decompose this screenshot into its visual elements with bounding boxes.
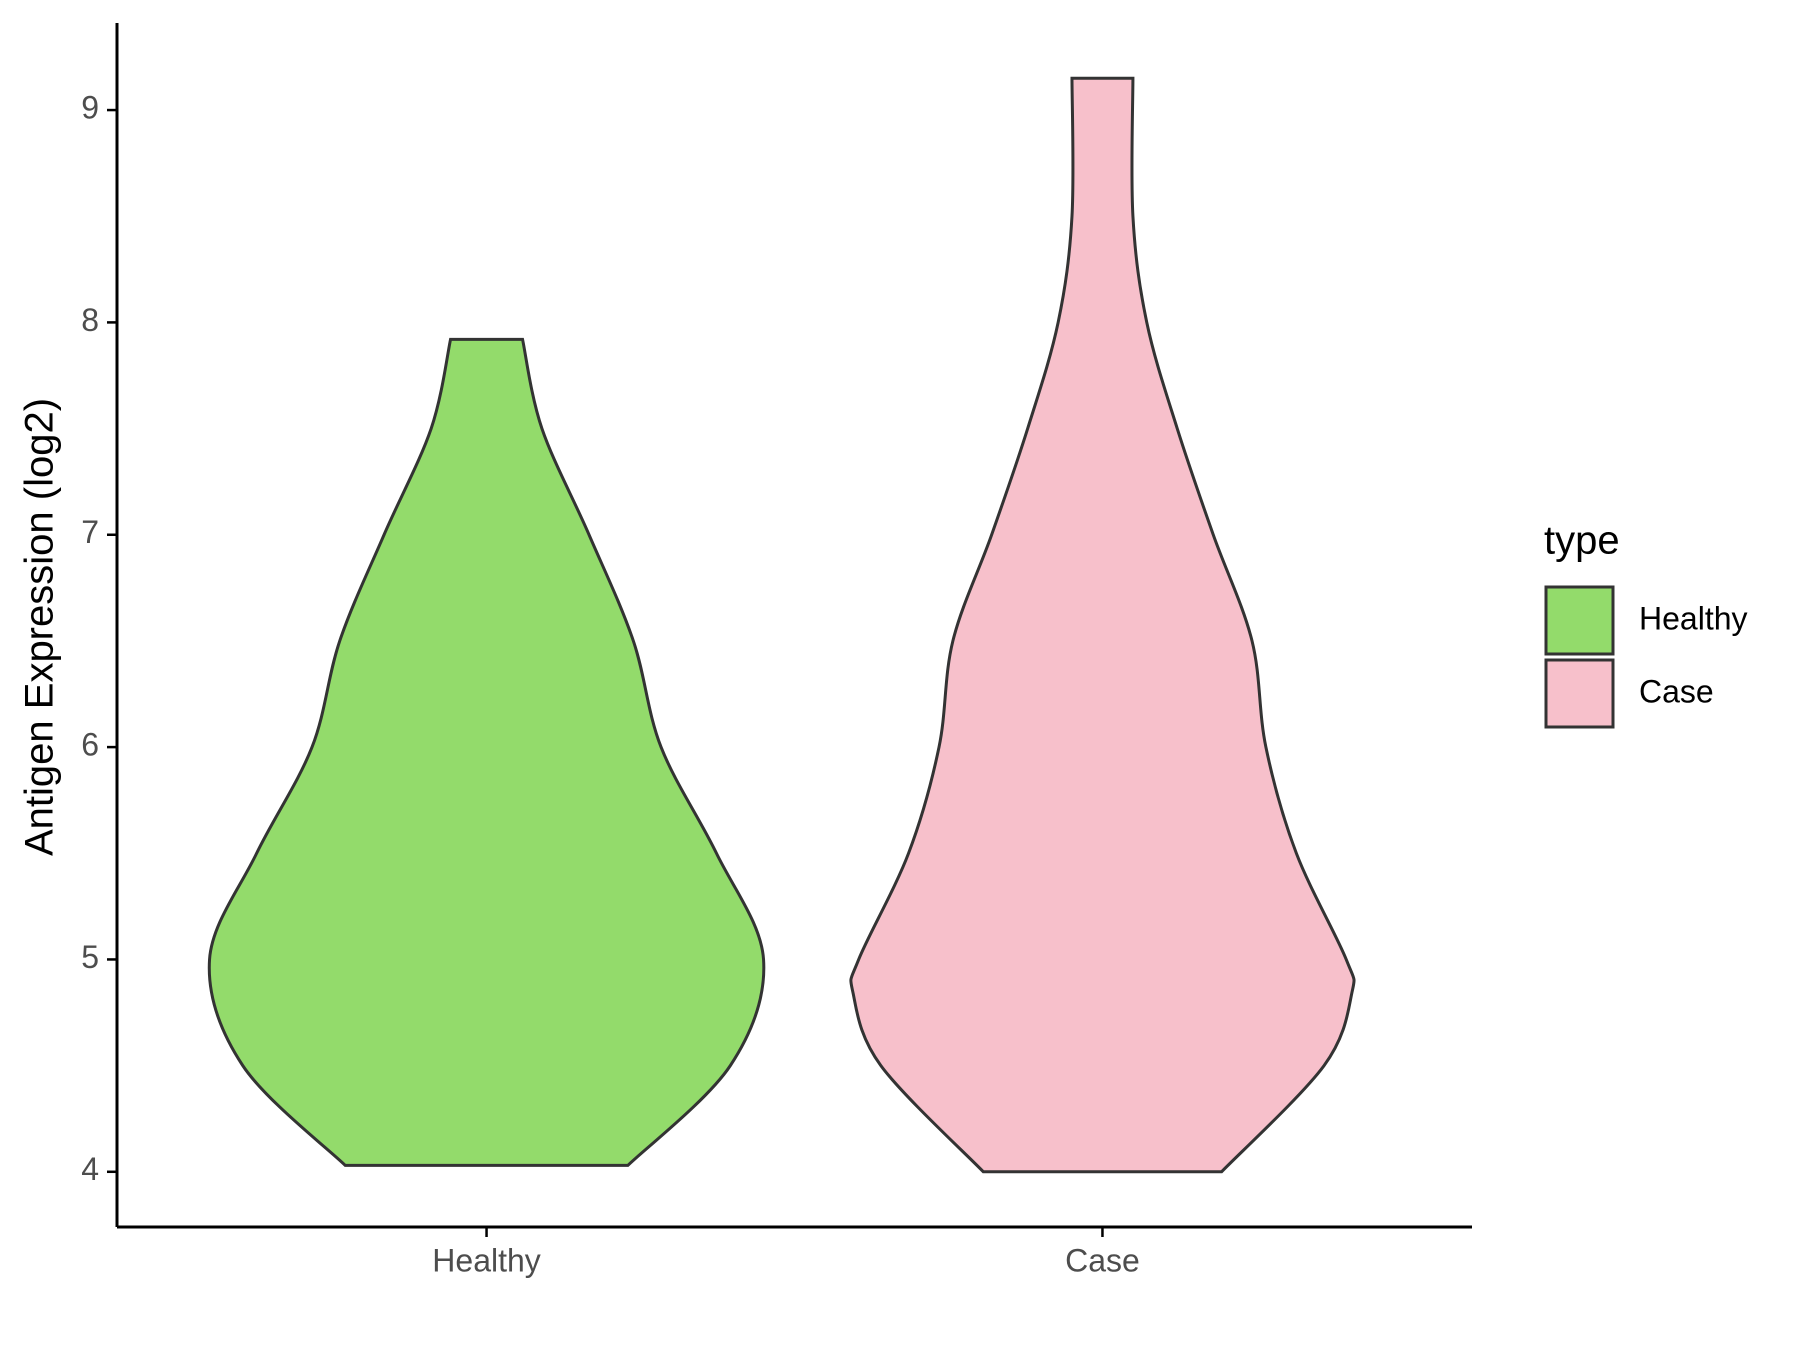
y-tick-label: 4 <box>81 1151 99 1187</box>
y-tick-label: 5 <box>81 939 99 975</box>
x-tick-label: Case <box>1065 1242 1140 1278</box>
y-tick-label: 8 <box>81 302 99 338</box>
y-tick-label: 7 <box>81 514 99 550</box>
y-tick-label: 9 <box>81 90 99 126</box>
legend-key <box>1544 658 1615 729</box>
legend-title: type <box>1544 519 1620 563</box>
legend-label: Case <box>1639 673 1714 709</box>
violin <box>849 76 1356 1174</box>
legend-key <box>1544 585 1615 656</box>
legend-label: Healthy <box>1639 600 1748 636</box>
violin <box>207 337 766 1167</box>
y-tick-label: 6 <box>81 727 99 763</box>
x-tick-label: Healthy <box>432 1242 541 1278</box>
y-axis-title: Antigen Expression (log2) <box>18 398 62 856</box>
